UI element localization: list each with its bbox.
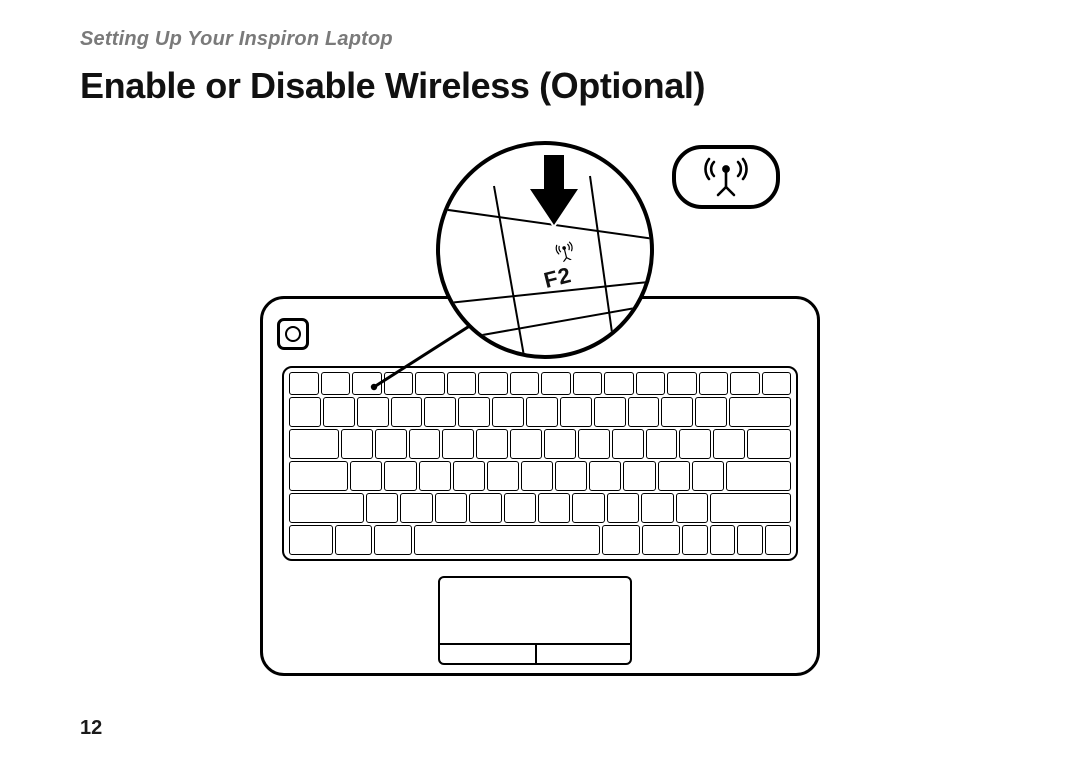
keyboard-key [623,461,655,491]
keyboard-key [594,397,626,427]
keyboard-key [424,397,456,427]
keyboard-key [710,525,736,555]
keyboard-key [661,397,693,427]
keyboard-key [646,429,678,459]
keyboard-key [289,525,333,555]
keyboard-key [357,397,389,427]
keyboard [282,366,798,561]
manual-page: Setting Up Your Inspiron Laptop Enable o… [0,0,1080,766]
keyboard-key [602,525,640,555]
keyboard-key [578,429,610,459]
section-header: Setting Up Your Inspiron Laptop [80,28,1020,51]
keyboard-row [289,461,791,491]
keyboard-key [442,429,474,459]
keyboard-key [419,461,451,491]
keyboard-key [695,397,727,427]
keyboard-key [458,397,490,427]
keyboard-row [289,397,791,427]
keyboard-key [414,525,600,555]
keyboard-key [710,493,791,523]
wireless-antenna-icon [699,153,753,202]
keyboard-row [289,429,791,459]
keyboard-key [447,372,477,395]
keyboard-key [730,372,760,395]
keyboard-key [409,429,441,459]
keyboard-key [607,493,639,523]
keyboard-key [375,429,407,459]
keyboard-key [538,493,570,523]
wireless-badge [672,145,780,209]
keyboard-key [636,372,666,395]
keyboard-key [521,461,553,491]
keyboard-key [589,461,621,491]
keyboard-key [544,429,576,459]
down-arrow-icon [526,151,582,236]
keyboard-key [289,397,321,427]
keyboard-key [573,372,603,395]
keyboard-key [604,372,634,395]
keyboard-key [667,372,697,395]
keyboard-key [492,397,524,427]
keyboard-key [289,493,364,523]
keyboard-key [682,525,708,555]
touchpad [438,576,632,665]
page-title: Enable or Disable Wireless (Optional) [80,65,1020,107]
keyboard-key [469,493,501,523]
keyboard-key [658,461,690,491]
keyboard-key [487,461,519,491]
wireless-antenna-icon [551,237,578,266]
keyboard-key [350,461,382,491]
keyboard-key [510,372,540,395]
keyboard-key [679,429,711,459]
keyboard-row [289,372,791,395]
keyboard-key [762,372,792,395]
keyboard-key [555,461,587,491]
keyboard-key [642,525,680,555]
keyboard-key [526,397,558,427]
keyboard-key [699,372,729,395]
keyboard-key [289,461,348,491]
keyboard-key [453,461,485,491]
keyboard-key [628,397,660,427]
keyboard-key [692,461,724,491]
keyboard-key [323,397,355,427]
keyboard-key [352,372,382,395]
keyboard-row [289,493,791,523]
keyboard-key [560,397,592,427]
keyboard-key [366,493,398,523]
keyboard-key [747,429,791,459]
keyboard-key [641,493,673,523]
keyboard-key [384,372,414,395]
keyboard-key [384,461,416,491]
magnifier-circle: F2 [436,141,654,359]
keyboard-key [335,525,373,555]
keyboard-key [504,493,536,523]
keyboard-key [289,372,319,395]
keyboard-key [676,493,708,523]
keyboard-key [341,429,373,459]
keyboard-key [321,372,351,395]
keyboard-key [612,429,644,459]
keyboard-row [289,525,791,555]
laptop-diagram: F2 [240,141,860,671]
keyboard-key [726,461,791,491]
keyboard-key [737,525,763,555]
keyboard-key [572,493,604,523]
keyboard-key [541,372,571,395]
keyboard-key [415,372,445,395]
keyboard-key [289,429,339,459]
keyboard-key [435,493,467,523]
keyboard-key [374,525,412,555]
keyboard-key [476,429,508,459]
keyboard-key [729,397,791,427]
page-number: 12 [80,717,102,740]
keyboard-key [400,493,432,523]
keyboard-key [713,429,745,459]
keyboard-key [510,429,542,459]
power-button-icon [277,318,309,350]
keyboard-key [765,525,791,555]
keyboard-key [478,372,508,395]
keyboard-key [391,397,423,427]
